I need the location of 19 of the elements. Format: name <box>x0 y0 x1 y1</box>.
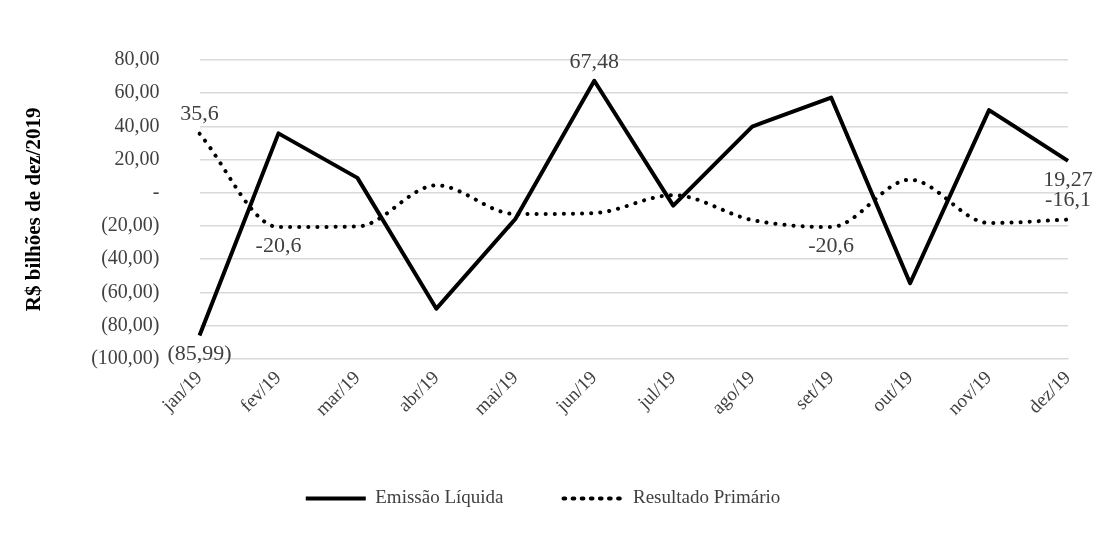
legend-label: Emissão Líquida <box>375 486 505 508</box>
y-tick-label: - <box>152 180 160 203</box>
y-tick-label: 60,00 <box>114 80 160 103</box>
data-label: 19,27 <box>1043 165 1093 191</box>
y-tick-label: (100,00) <box>91 346 160 370</box>
data-label: (85,99) <box>167 340 232 366</box>
y-tick-label: 80,00 <box>114 47 160 70</box>
legend-label: Resultado Primário <box>633 486 781 508</box>
y-tick-label: 20,00 <box>114 146 160 169</box>
y-tick-label: (40,00) <box>101 246 160 270</box>
y-axis-title: R$ bilhões de dez/2019 <box>21 107 46 312</box>
data-label: 67,48 <box>569 47 620 73</box>
data-label: -20,6 <box>255 231 302 257</box>
y-tick-label: (60,00) <box>101 279 160 303</box>
data-label: 35,6 <box>180 100 219 126</box>
data-label: -20,6 <box>808 231 855 257</box>
y-tick-label: 40,00 <box>114 113 160 136</box>
y-tick-label: (20,00) <box>101 213 160 237</box>
y-tick-label: (80,00) <box>101 312 160 336</box>
